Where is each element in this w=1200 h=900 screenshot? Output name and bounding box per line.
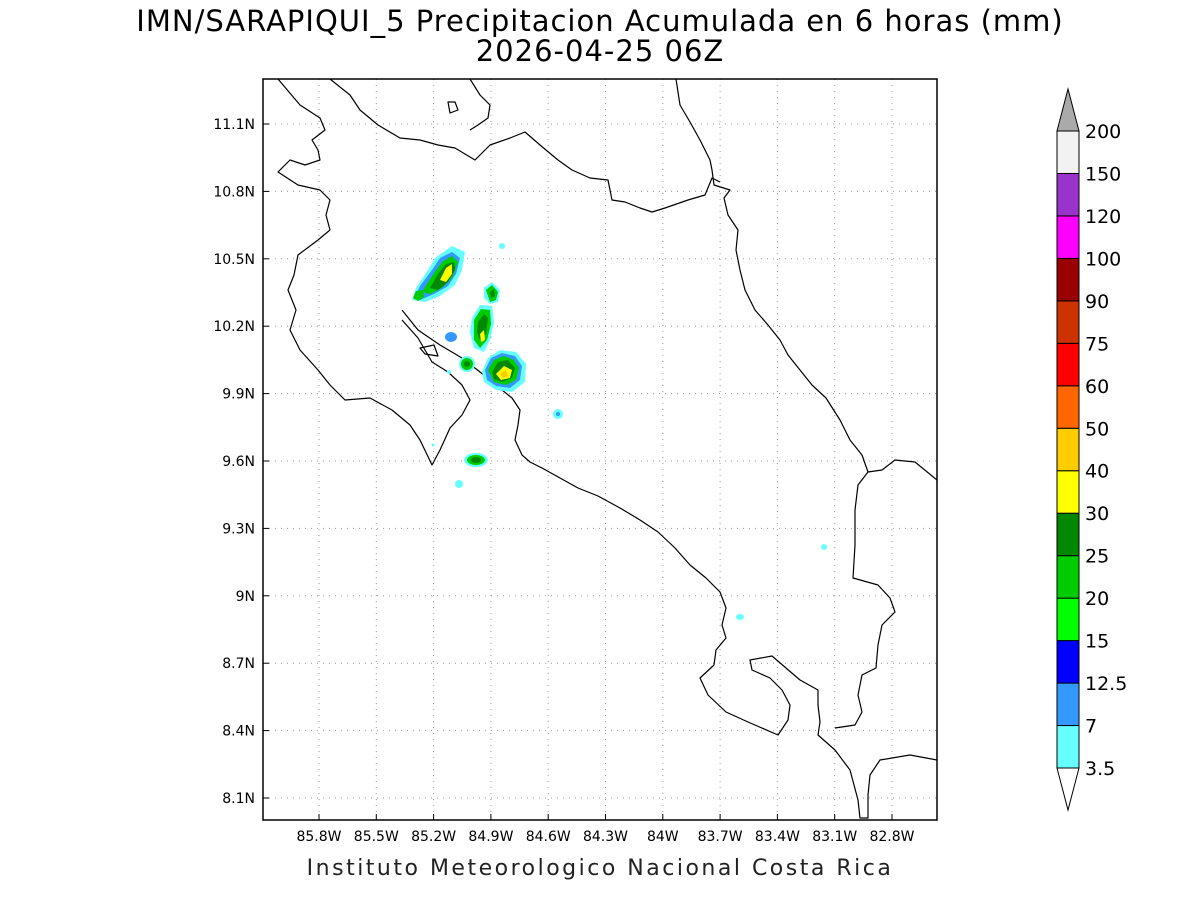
- legend-color-box: [1056, 215, 1080, 259]
- map-date: 2026-04-25 06Z: [475, 34, 725, 68]
- legend-label: 3.5: [1085, 758, 1115, 780]
- lat-tick-label: 9.6N: [222, 454, 255, 470]
- legend-color-box: [1056, 257, 1080, 302]
- legend-color-box: [1056, 725, 1080, 769]
- legend-color-box: [1056, 512, 1080, 557]
- legend-label: 12.5: [1085, 673, 1127, 695]
- legend-color-box: [1056, 597, 1080, 642]
- lon-tick-label: 84.3W: [583, 829, 628, 845]
- latitude-labels: 11.1N 10.8N 10.5N 10.2N 9.9N 9.6N 9.3N 9N 8.7N 8.…: [213, 117, 269, 807]
- lat-tick-label: 8.4N: [222, 724, 255, 740]
- lat-tick-label: 8.1N: [222, 791, 255, 807]
- lon-tick-label: 82.8W: [869, 829, 914, 845]
- legend-color-box: [1056, 385, 1080, 429]
- legend-color-box: [1056, 300, 1080, 344]
- legend-label: 90: [1085, 291, 1109, 313]
- legend-label: 60: [1085, 376, 1109, 398]
- legend-label: 40: [1085, 461, 1109, 483]
- lon-tick-label: 84.6W: [526, 829, 571, 845]
- legend-color-box: [1056, 130, 1080, 174]
- longitude-labels: 85.8W 85.5W 85.2W 84.9W 84.6W 84.3W 84W 83.7W 83…: [296, 814, 915, 845]
- legend-color-box: [1056, 427, 1080, 472]
- lat-tick-label: 11.1N: [213, 117, 255, 133]
- footer-credit: Instituto Meteorologico Nacional Costa R…: [306, 856, 894, 881]
- legend-label: 15: [1085, 631, 1109, 653]
- legend-color-box: [1056, 172, 1080, 217]
- lon-tick-label: 84W: [647, 829, 679, 845]
- lon-tick-label: 83.7W: [698, 829, 743, 845]
- lat-tick-label: 8.7N: [222, 656, 255, 672]
- legend-upper-arrow: [1056, 87, 1080, 132]
- lon-tick-label: 85.8W: [296, 829, 341, 845]
- legend-label: 25: [1085, 546, 1109, 568]
- lat-tick-label: 9N: [236, 589, 255, 605]
- legend-label: 30: [1085, 503, 1109, 525]
- legend-color-box: [1056, 342, 1080, 387]
- lat-tick-label: 10.2N: [213, 319, 255, 335]
- lat-tick-label: 9.3N: [222, 521, 255, 537]
- legend-label: 7: [1085, 716, 1097, 738]
- lat-tick-label: 10.5N: [213, 252, 255, 268]
- legend-label: 50: [1085, 418, 1109, 440]
- legend-label: 150: [1085, 163, 1121, 185]
- lat-tick-label: 9.9N: [222, 387, 255, 403]
- legend-color-box: [1056, 640, 1080, 684]
- lon-tick-label: 85.5W: [354, 829, 399, 845]
- lon-tick-label: 84.9W: [468, 829, 513, 845]
- precipitation-cells: [412, 243, 827, 620]
- legend-label: 75: [1085, 333, 1109, 355]
- map-title: IMN/SARAPIQUI_5 Precipitacion Acumulada …: [136, 4, 1064, 38]
- legend-label: 100: [1085, 248, 1121, 270]
- legend-label: 200: [1085, 121, 1121, 143]
- legend-lower-arrow: [1056, 767, 1080, 812]
- legend-label: 120: [1085, 206, 1121, 228]
- legend-color-box: [1056, 555, 1080, 599]
- legend-color-box: [1056, 682, 1080, 727]
- lon-tick-label: 83.4W: [755, 829, 800, 845]
- legend-label: 20: [1085, 588, 1109, 610]
- legend-color-box: [1056, 470, 1080, 514]
- lat-tick-label: 10.8N: [213, 184, 255, 200]
- color-legend: 3.5 7 12.5 15 20 25 30 40 50 60 75 90 100 120 150 200: [1056, 87, 1127, 812]
- lon-tick-label: 83.1W: [812, 829, 857, 845]
- map-frame: [262, 78, 938, 821]
- coastline-borders: [277, 79, 937, 819]
- lon-tick-label: 85.2W: [411, 829, 456, 845]
- graticule-gridlines: [263, 79, 937, 820]
